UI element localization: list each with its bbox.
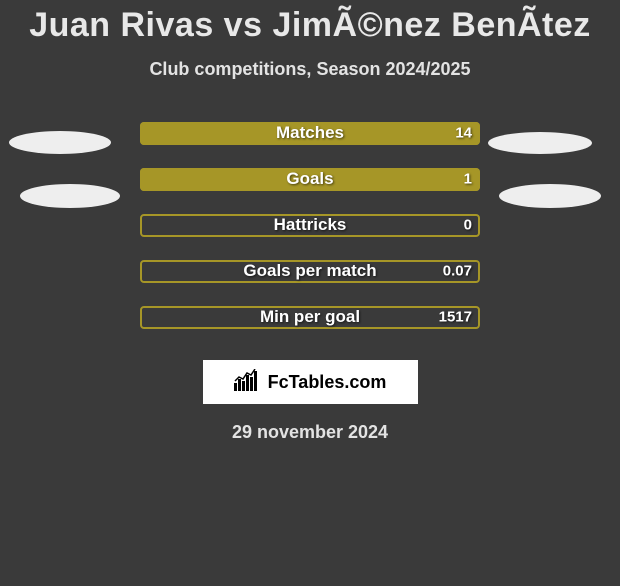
date-text: 29 november 2024 bbox=[0, 422, 620, 443]
decorative-ellipse bbox=[20, 184, 120, 208]
bar-label: Hattricks bbox=[274, 215, 347, 235]
stat-row: Hattricks 0 bbox=[0, 202, 620, 248]
bar-value: 1517 bbox=[439, 309, 472, 326]
comparison-infographic: Juan Rivas vs JimÃ©nez BenÃ­tez Club com… bbox=[0, 6, 620, 586]
watermark: FcTables.com bbox=[203, 360, 418, 404]
bar-track: Min per goal 1517 bbox=[140, 306, 480, 329]
bar-value: 0 bbox=[464, 217, 472, 234]
stat-row: Goals per match 0.07 bbox=[0, 248, 620, 294]
bar-track: Hattricks 0 bbox=[140, 214, 480, 237]
page-title: Juan Rivas vs JimÃ©nez BenÃ­tez bbox=[0, 6, 620, 45]
barchart-icon bbox=[234, 369, 260, 396]
bar-label: Min per goal bbox=[260, 307, 360, 327]
bar-label: Matches bbox=[276, 123, 344, 143]
decorative-ellipse bbox=[499, 184, 601, 208]
bar-label: Goals bbox=[286, 169, 333, 189]
bar-label: Goals per match bbox=[243, 261, 376, 281]
bar-track: Goals per match 0.07 bbox=[140, 260, 480, 283]
bar-value: 14 bbox=[455, 125, 472, 142]
bar-value: 1 bbox=[464, 171, 472, 188]
page-subtitle: Club competitions, Season 2024/2025 bbox=[0, 59, 620, 80]
bar-value: 0.07 bbox=[443, 263, 472, 280]
watermark-text: FcTables.com bbox=[268, 372, 387, 393]
decorative-ellipse bbox=[9, 131, 111, 154]
bar-track: Goals 1 bbox=[140, 168, 480, 191]
bar-track: Matches 14 bbox=[140, 122, 480, 145]
stat-row: Min per goal 1517 bbox=[0, 294, 620, 340]
decorative-ellipse bbox=[488, 132, 592, 154]
